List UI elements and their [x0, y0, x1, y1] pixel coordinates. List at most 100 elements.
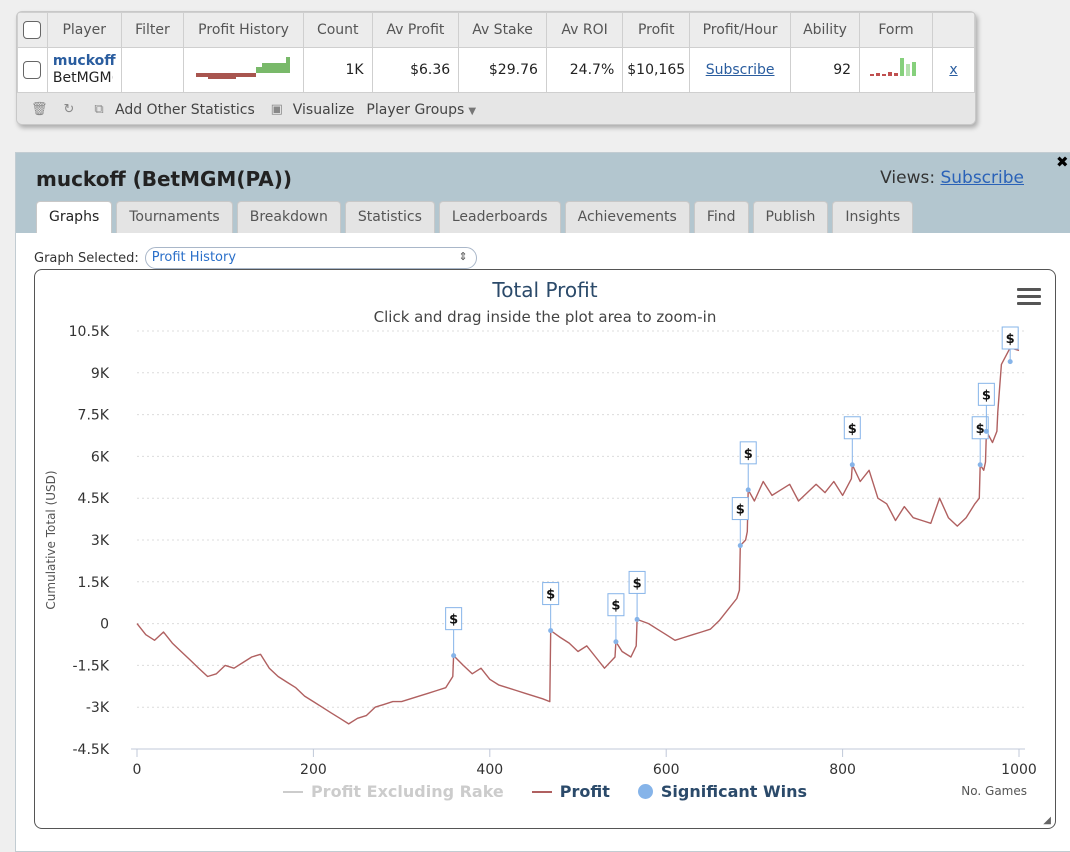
graph-selector: Graph Selected: Profit History ⇕ [34, 247, 477, 269]
tab-insights[interactable]: Insights [832, 201, 914, 233]
legend-line-icon [282, 790, 303, 793]
col-av-profit[interactable]: Av Profit [371, 12, 460, 48]
significant-win-point[interactable] [849, 462, 855, 468]
series-line-profit[interactable] [136, 346, 1020, 725]
views-subscribe-link[interactable]: Subscribe [940, 168, 1024, 188]
remove-row-link[interactable]: x [949, 62, 958, 78]
chevron-down-icon: ▼ [468, 105, 477, 117]
win-flag-box[interactable] [739, 441, 757, 465]
win-flag-label: $ [633, 576, 642, 591]
col-av-roi[interactable]: Av ROI [545, 12, 624, 48]
filter-cell [120, 47, 185, 93]
significant-win-point[interactable] [548, 628, 554, 634]
select-all-cell[interactable] [17, 12, 48, 48]
win-flag-box[interactable] [843, 416, 861, 440]
legend-item-profit[interactable]: Profit [531, 782, 610, 801]
y-tick-label: 9K [91, 366, 110, 382]
x-axis-title: No. Games [961, 784, 1027, 798]
profit-history-cell[interactable] [183, 47, 304, 93]
select-all-checkbox[interactable] [23, 21, 42, 39]
x-tick-label: 600 [653, 762, 680, 778]
win-flag-label: $ [736, 503, 745, 518]
graph-selected-label: Graph Selected: [34, 250, 139, 266]
win-flag-box[interactable] [607, 593, 625, 617]
col-profit-hour[interactable]: Profit/Hour [689, 12, 792, 48]
y-tick-label: 10.5K [69, 324, 110, 340]
legend-line-icon [531, 790, 552, 793]
col-form[interactable]: Form [859, 12, 934, 48]
y-tick-label: 3K [91, 533, 110, 549]
tab-statistics[interactable]: Statistics [344, 201, 435, 233]
chart-container[interactable]: Total Profit Click and drag inside the p… [34, 269, 1056, 829]
subscribe-link[interactable]: Subscribe [705, 62, 775, 78]
player-groups-dropdown[interactable]: Player Groups ▼ [366, 102, 476, 118]
significant-win-point[interactable] [983, 428, 989, 434]
select-arrows-icon: ⇕ [458, 250, 468, 263]
profit-hour-cell[interactable]: Subscribe [689, 47, 792, 93]
win-flag-label: $ [611, 599, 620, 614]
row-checkbox[interactable] [23, 61, 41, 79]
tab-publish[interactable]: Publish [752, 201, 829, 233]
win-flag-box[interactable] [977, 382, 995, 406]
col-profit-history[interactable]: Profit History [183, 12, 304, 48]
hamburger-menu-icon[interactable] [1017, 288, 1041, 309]
profit-chart[interactable]: -4.5K -3K -1.5K 0 1.5K 3K 4.5K 6K 7.5K 9K 10.5K 0 20… [35, 270, 1057, 830]
col-count[interactable]: Count [302, 12, 373, 48]
y-tick-label: 7.5K [78, 408, 110, 424]
trash-icon[interactable]: 🗑 [31, 102, 48, 117]
significant-win-point[interactable] [977, 462, 983, 468]
win-flag-label: $ [546, 588, 555, 603]
x-tick-label: 400 [476, 762, 503, 778]
visualize-button[interactable]: Visualize [292, 101, 355, 118]
significant-win-point[interactable] [451, 653, 457, 659]
player-panel: muckoff (BetMGM(PA)) Views: Subscribe ✖ … [15, 152, 1070, 852]
add-stats-icon[interactable]: ⧉ [94, 102, 104, 117]
win-flag-box[interactable] [731, 497, 749, 521]
win-flag-label: $ [1006, 332, 1015, 347]
win-flag-label: $ [449, 613, 458, 628]
win-flag-box[interactable] [1001, 326, 1019, 350]
ability-cell: 92 [790, 47, 861, 93]
graph-select[interactable]: Profit History ⇕ [144, 247, 477, 269]
image-icon[interactable]: ▣ [270, 102, 283, 117]
add-other-statistics-button[interactable]: Add Other Statistics [115, 101, 255, 118]
tab-achievements[interactable]: Achievements [564, 201, 690, 233]
player-name[interactable]: muckoff [52, 53, 116, 69]
win-flag-box[interactable] [445, 607, 463, 631]
remove-cell[interactable]: x [932, 47, 975, 93]
significant-win-point[interactable] [1007, 359, 1013, 365]
resize-handle-icon[interactable]: ◢ [1043, 815, 1051, 826]
row-select-cell[interactable] [17, 47, 48, 93]
form-cell[interactable] [859, 47, 934, 93]
legend-item-excluding-rake[interactable]: Profit Excluding Rake [282, 782, 504, 801]
col-av-stake[interactable]: Av Stake [458, 12, 547, 48]
significant-win-point[interactable] [737, 543, 743, 549]
significant-win-point[interactable] [613, 639, 619, 645]
win-flag-box[interactable] [971, 416, 989, 440]
y-tick-label: -1.5K [73, 658, 110, 674]
col-filter[interactable]: Filter [120, 12, 185, 48]
win-flag-box[interactable] [628, 570, 646, 594]
y-tick-label: 4.5K [78, 491, 110, 507]
legend-item-significant-wins[interactable]: Significant Wins [637, 782, 807, 801]
col-profit[interactable]: Profit [622, 12, 691, 48]
tab-leaderboards[interactable]: Leaderboards [438, 201, 561, 233]
y-tick-label: 0 [100, 617, 109, 633]
tab-breakdown[interactable]: Breakdown [236, 201, 341, 233]
col-ability[interactable]: Ability [790, 12, 861, 48]
significant-win-point[interactable] [634, 616, 640, 622]
y-axis-title: Cumulative Total (USD) [44, 470, 58, 609]
close-icon[interactable]: ✖ [1056, 153, 1069, 171]
col-player[interactable]: Player [46, 12, 122, 48]
refresh-icon[interactable]: ↻ [63, 102, 75, 117]
win-flag-label: $ [982, 388, 991, 403]
player-groups-label: Player Groups [366, 101, 465, 118]
tab-tournaments[interactable]: Tournaments [116, 201, 233, 233]
tab-find[interactable]: Find [693, 201, 749, 233]
form-chart[interactable] [868, 54, 924, 82]
profit-history-sparkline[interactable] [190, 53, 294, 83]
win-flag-box[interactable] [542, 582, 560, 606]
tab-graphs[interactable]: Graphs [36, 201, 113, 233]
player-cell[interactable]: muckoff BetMGM( [46, 47, 122, 93]
significant-win-point[interactable] [745, 487, 751, 493]
